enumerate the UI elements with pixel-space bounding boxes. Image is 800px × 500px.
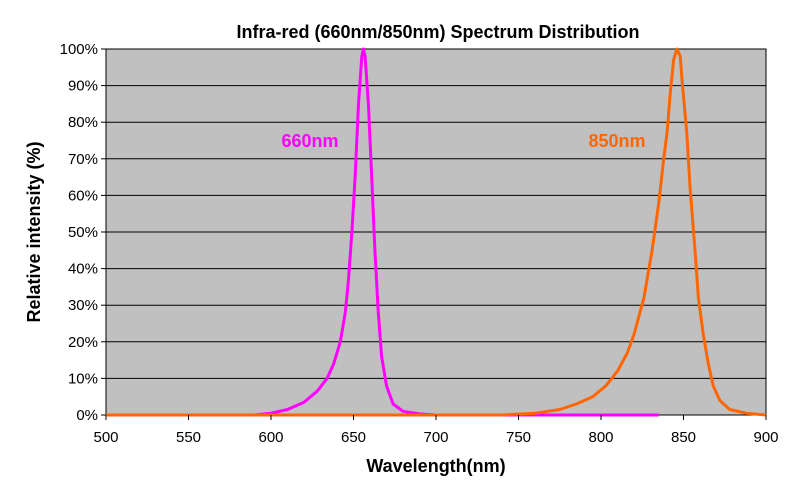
- x-axis-label: Wavelength(nm): [366, 456, 505, 476]
- y-tick-label: 20%: [68, 334, 98, 351]
- x-tick-label: 850: [671, 429, 696, 446]
- x-tick-label: 650: [341, 429, 366, 446]
- y-axis-ticks: 0% 10% 20% 30% 40% 50% 60% 70% 80% 90% 100%: [60, 41, 106, 424]
- y-tick-label: 90%: [68, 78, 98, 95]
- chart-title: Infra-red (660nm/850nm) Spectrum Distrib…: [236, 22, 639, 42]
- x-tick-label: 900: [753, 429, 778, 446]
- series-line-660nm: [106, 47, 659, 417]
- y-tick-label: 70%: [68, 151, 98, 168]
- y-tick-label: 100%: [60, 41, 98, 58]
- series-label-660nm: 660nm: [281, 131, 338, 151]
- y-tick-label: 40%: [68, 261, 98, 278]
- series-label-850nm: 850nm: [588, 131, 645, 151]
- y-tick-label: 80%: [68, 114, 98, 131]
- x-tick-label: 500: [93, 429, 118, 446]
- series-lines: [106, 47, 767, 417]
- y-tick-label: 10%: [68, 370, 98, 387]
- y-tick-label: 60%: [68, 187, 98, 204]
- y-tick-label: 0%: [76, 407, 98, 424]
- x-tick-label: 800: [588, 429, 613, 446]
- x-axis-ticks: 500 550 600 650 700 750 800 850 900: [93, 415, 779, 446]
- x-tick-label: 750: [506, 429, 531, 446]
- series-line-850nm: [106, 47, 767, 417]
- y-tick-label: 50%: [68, 224, 98, 241]
- x-tick-label: 600: [258, 429, 283, 446]
- y-tick-label: 30%: [68, 297, 98, 314]
- x-tick-label: 700: [423, 429, 448, 446]
- gridlines: [106, 85, 766, 379]
- x-tick-label: 550: [176, 429, 201, 446]
- y-axis-label: Relative intensity (%): [24, 141, 44, 322]
